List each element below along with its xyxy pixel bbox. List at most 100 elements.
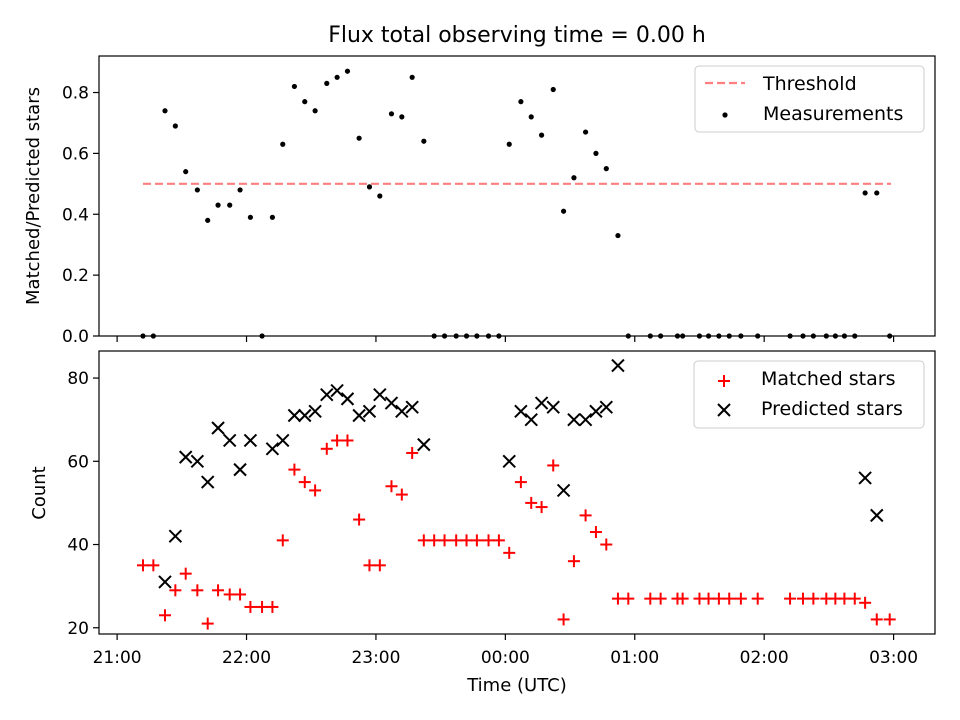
x-tick-label: 03:00 [869, 648, 918, 668]
measurement-point [280, 141, 286, 147]
bottom-axis-ticks: 20 40 60 80 21:00 22:00 23:00 00:00 01:00 02:00 03… [67, 369, 918, 668]
predicted-point [858, 471, 872, 485]
matched-point [654, 592, 667, 605]
matched-point [883, 613, 896, 626]
measurement-point [506, 141, 512, 147]
legend-predicted-swatch [717, 403, 731, 417]
predicted-point [524, 412, 538, 427]
matched-point [331, 434, 344, 447]
predicted-point [287, 408, 302, 423]
measurement-point [227, 202, 233, 208]
measurement-point [356, 135, 362, 141]
predicted-point [168, 529, 183, 543]
predicted-point [200, 475, 215, 489]
matched-point [320, 442, 333, 455]
measurement-point [593, 150, 599, 156]
matched-point [848, 592, 861, 605]
legend-measurements-label: Measurements [763, 103, 903, 125]
legend-predicted-label: Predicted stars [761, 398, 903, 420]
predicted-point [546, 400, 560, 414]
matched-point [492, 534, 505, 547]
matched-point [600, 538, 613, 551]
matched-point [373, 559, 386, 572]
measurement-point [162, 108, 168, 114]
measurement-point [421, 138, 427, 144]
matched-point [234, 588, 247, 601]
bottom-y-axis-label: Count [29, 466, 50, 519]
x-tick-label: 02:00 [740, 648, 789, 668]
measurement-point [237, 187, 243, 193]
measurement-point [366, 184, 373, 190]
matched-point [276, 534, 289, 547]
measurement-point [334, 74, 340, 80]
predicted-point [578, 412, 593, 427]
matched-point [723, 592, 736, 605]
matched-point [428, 534, 441, 547]
matched-point [212, 584, 225, 597]
predicted-point [589, 404, 603, 419]
matched-point [298, 476, 311, 489]
matched-point [244, 600, 257, 613]
matched-point [191, 584, 204, 597]
predicted-point [178, 450, 193, 464]
matched-point [288, 463, 301, 476]
measurement-point [194, 187, 200, 193]
y-tick-label: 0.6 [62, 144, 89, 164]
matched-point [201, 617, 214, 630]
x-tick-label: 22:00 [222, 648, 271, 668]
matched-point [838, 592, 851, 605]
measurement-point [172, 123, 178, 129]
top-y-axis-label: Matched/Predicted stars [23, 87, 44, 305]
predicted-point [340, 392, 355, 406]
matched-point [797, 592, 809, 605]
matched-point [159, 609, 171, 622]
y-tick-label: 20 [67, 619, 89, 639]
matched-point [438, 534, 451, 547]
measurement-point [615, 232, 621, 239]
predicted-point [330, 383, 344, 398]
predicted-point [405, 400, 419, 414]
matched-point [579, 509, 592, 522]
x-axis-label: Time (UTC) [466, 675, 567, 696]
bottom-legend: Matched stars Predicted stars [693, 360, 925, 429]
matched-point [870, 613, 883, 626]
chart-title: Flux total observing time = 0.00 h [328, 23, 706, 48]
matched-point [147, 559, 160, 572]
matched-point [266, 600, 279, 613]
predicted-point [233, 462, 247, 477]
matched-point [353, 513, 366, 526]
matched-point [784, 592, 797, 605]
matched-point [589, 526, 602, 539]
matched-point [622, 592, 635, 605]
x-tick-label: 01:00 [610, 648, 659, 668]
matched-point [676, 592, 689, 605]
legend-matched-label: Matched stars [761, 368, 895, 390]
predicted-point [298, 408, 312, 423]
measurement-point [344, 68, 351, 74]
top-panel: 0.00.20.40.60.8 Matched/Predicted stars … [23, 55, 936, 347]
matched-point [223, 588, 236, 601]
matched-point [363, 559, 376, 572]
measurement-point [324, 80, 330, 86]
matched-point [535, 501, 548, 514]
matched-point [460, 534, 473, 547]
matched-point [482, 534, 495, 547]
legend-matched-swatch [718, 375, 730, 387]
measurement-point [538, 132, 545, 138]
measurement-point [183, 169, 189, 175]
predicted-point [190, 454, 205, 468]
matched-point [137, 559, 149, 572]
matched-point [702, 592, 715, 605]
y-tick-label: 80 [67, 369, 89, 389]
matched-point [751, 592, 764, 605]
y-tick-label: 40 [67, 536, 89, 556]
top-legend-box [694, 65, 925, 133]
matched-point [644, 592, 657, 605]
predicted-point [599, 400, 614, 414]
matched-point [557, 613, 570, 626]
predicted-point [611, 358, 625, 373]
matched-point [406, 446, 419, 459]
bottom-legend-box [693, 360, 925, 429]
x-tick-label: 21:00 [93, 648, 142, 668]
